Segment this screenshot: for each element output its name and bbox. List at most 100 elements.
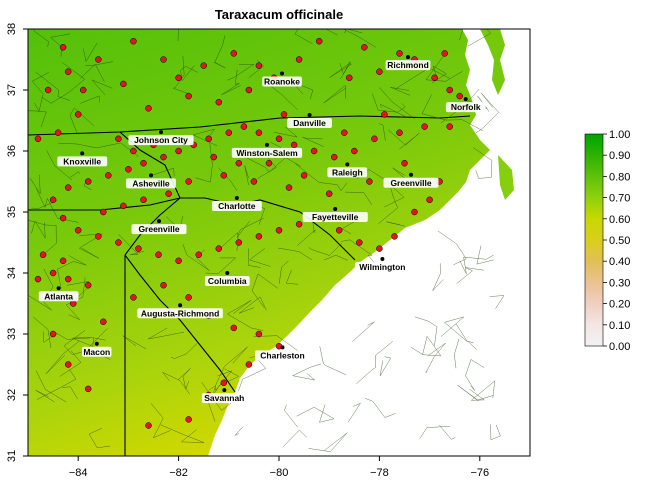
occurrence-point <box>215 98 223 106</box>
city-label-bg <box>38 291 79 302</box>
county-line <box>465 359 485 391</box>
city-marker <box>409 172 413 177</box>
occurrence-point <box>135 245 142 252</box>
outer-banks <box>498 155 514 200</box>
occurrence-point <box>64 184 72 191</box>
county-line <box>345 191 372 205</box>
county-line <box>46 150 73 181</box>
county-line <box>33 316 52 349</box>
county-line <box>475 92 500 133</box>
city-marker <box>380 257 385 261</box>
city-marker <box>406 55 410 60</box>
map-title: Taraxacum officinale <box>215 7 343 22</box>
county-line <box>88 427 111 449</box>
occurrence-point <box>325 190 333 197</box>
occurrence-point <box>315 37 323 45</box>
city-marker <box>222 388 227 393</box>
city-label: Columbia <box>208 276 247 286</box>
county-line <box>295 163 348 192</box>
city-label: Raleigh <box>332 167 363 177</box>
occurrence-point <box>335 227 343 234</box>
county-line <box>291 81 314 100</box>
city-marker <box>280 71 284 76</box>
occurrence-point <box>310 147 318 155</box>
x-tick-label: −82 <box>169 467 188 479</box>
occurrence-point <box>411 208 418 216</box>
county-line <box>421 94 483 131</box>
occurrence-point <box>280 111 288 118</box>
county-borders <box>28 29 505 452</box>
occurrence-point <box>95 56 102 63</box>
county-line <box>226 300 264 331</box>
city-marker <box>307 113 312 117</box>
city-label: Johnson City <box>134 135 188 145</box>
county-line <box>247 248 261 268</box>
occurrence-point <box>366 178 373 185</box>
city-marker <box>280 345 285 350</box>
county-line <box>45 340 80 374</box>
county-line <box>35 389 55 403</box>
occurrence-point <box>59 257 67 265</box>
county-line <box>210 346 248 402</box>
occurrence-point <box>44 86 52 94</box>
county-line <box>439 425 456 440</box>
county-line <box>180 65 198 82</box>
county-line <box>284 404 298 428</box>
county-line <box>319 346 347 376</box>
county-line <box>347 402 361 423</box>
county-line <box>379 356 392 377</box>
city-label-bg <box>354 262 410 272</box>
coastal-island <box>480 29 505 95</box>
county-line <box>277 247 312 260</box>
occurrence-point <box>175 147 182 155</box>
occurrence-point <box>200 62 207 69</box>
occurrence-point <box>351 147 358 155</box>
county-line <box>33 29 49 47</box>
occurrence-point <box>155 251 162 258</box>
occurrence-point <box>431 74 438 82</box>
city-label-bg <box>57 156 108 167</box>
y-tick-label: 32 <box>6 389 18 401</box>
county-line <box>236 217 264 238</box>
occurrence-point <box>401 159 408 167</box>
occurrence-point <box>49 330 57 338</box>
county-line <box>91 79 113 96</box>
county-line <box>425 342 446 374</box>
county-line <box>226 63 255 81</box>
occurrence-point <box>145 105 152 112</box>
county-line <box>341 239 378 267</box>
occurrence-point <box>64 68 72 75</box>
city-label: Danville <box>293 118 326 128</box>
city-marker <box>463 97 468 102</box>
county-line <box>182 55 185 75</box>
occurrence-point <box>250 178 258 185</box>
occurrence-point <box>285 184 293 191</box>
occurrence-point <box>165 190 172 197</box>
occurrence-point <box>74 227 82 234</box>
county-line <box>294 29 313 44</box>
county-line <box>80 63 105 82</box>
occurrence-point <box>371 135 378 143</box>
city-label: Charlotte <box>218 201 256 211</box>
county-line <box>282 429 307 447</box>
county-line <box>473 147 493 179</box>
legend-tick-label: 0.70 <box>609 193 630 205</box>
city-marker <box>265 142 269 147</box>
y-tick-label: 34 <box>6 267 18 279</box>
county-line <box>62 386 78 400</box>
city-marker <box>56 286 61 291</box>
county-line <box>31 72 49 112</box>
county-line <box>425 51 463 82</box>
legend-tick-label: 1.00 <box>609 129 630 141</box>
occurrence-point <box>356 239 363 246</box>
county-line <box>118 234 145 255</box>
occurrence-point <box>59 44 67 51</box>
county-line <box>170 342 199 359</box>
x-tick-label: −78 <box>370 467 389 479</box>
county-line <box>221 69 241 96</box>
occurrence-point <box>255 233 263 240</box>
city-label-bg <box>327 167 368 178</box>
county-line <box>459 254 494 275</box>
y-axis: 31 32 33 34 35 36 37 38 <box>6 23 28 462</box>
occurrence-point <box>175 257 182 265</box>
